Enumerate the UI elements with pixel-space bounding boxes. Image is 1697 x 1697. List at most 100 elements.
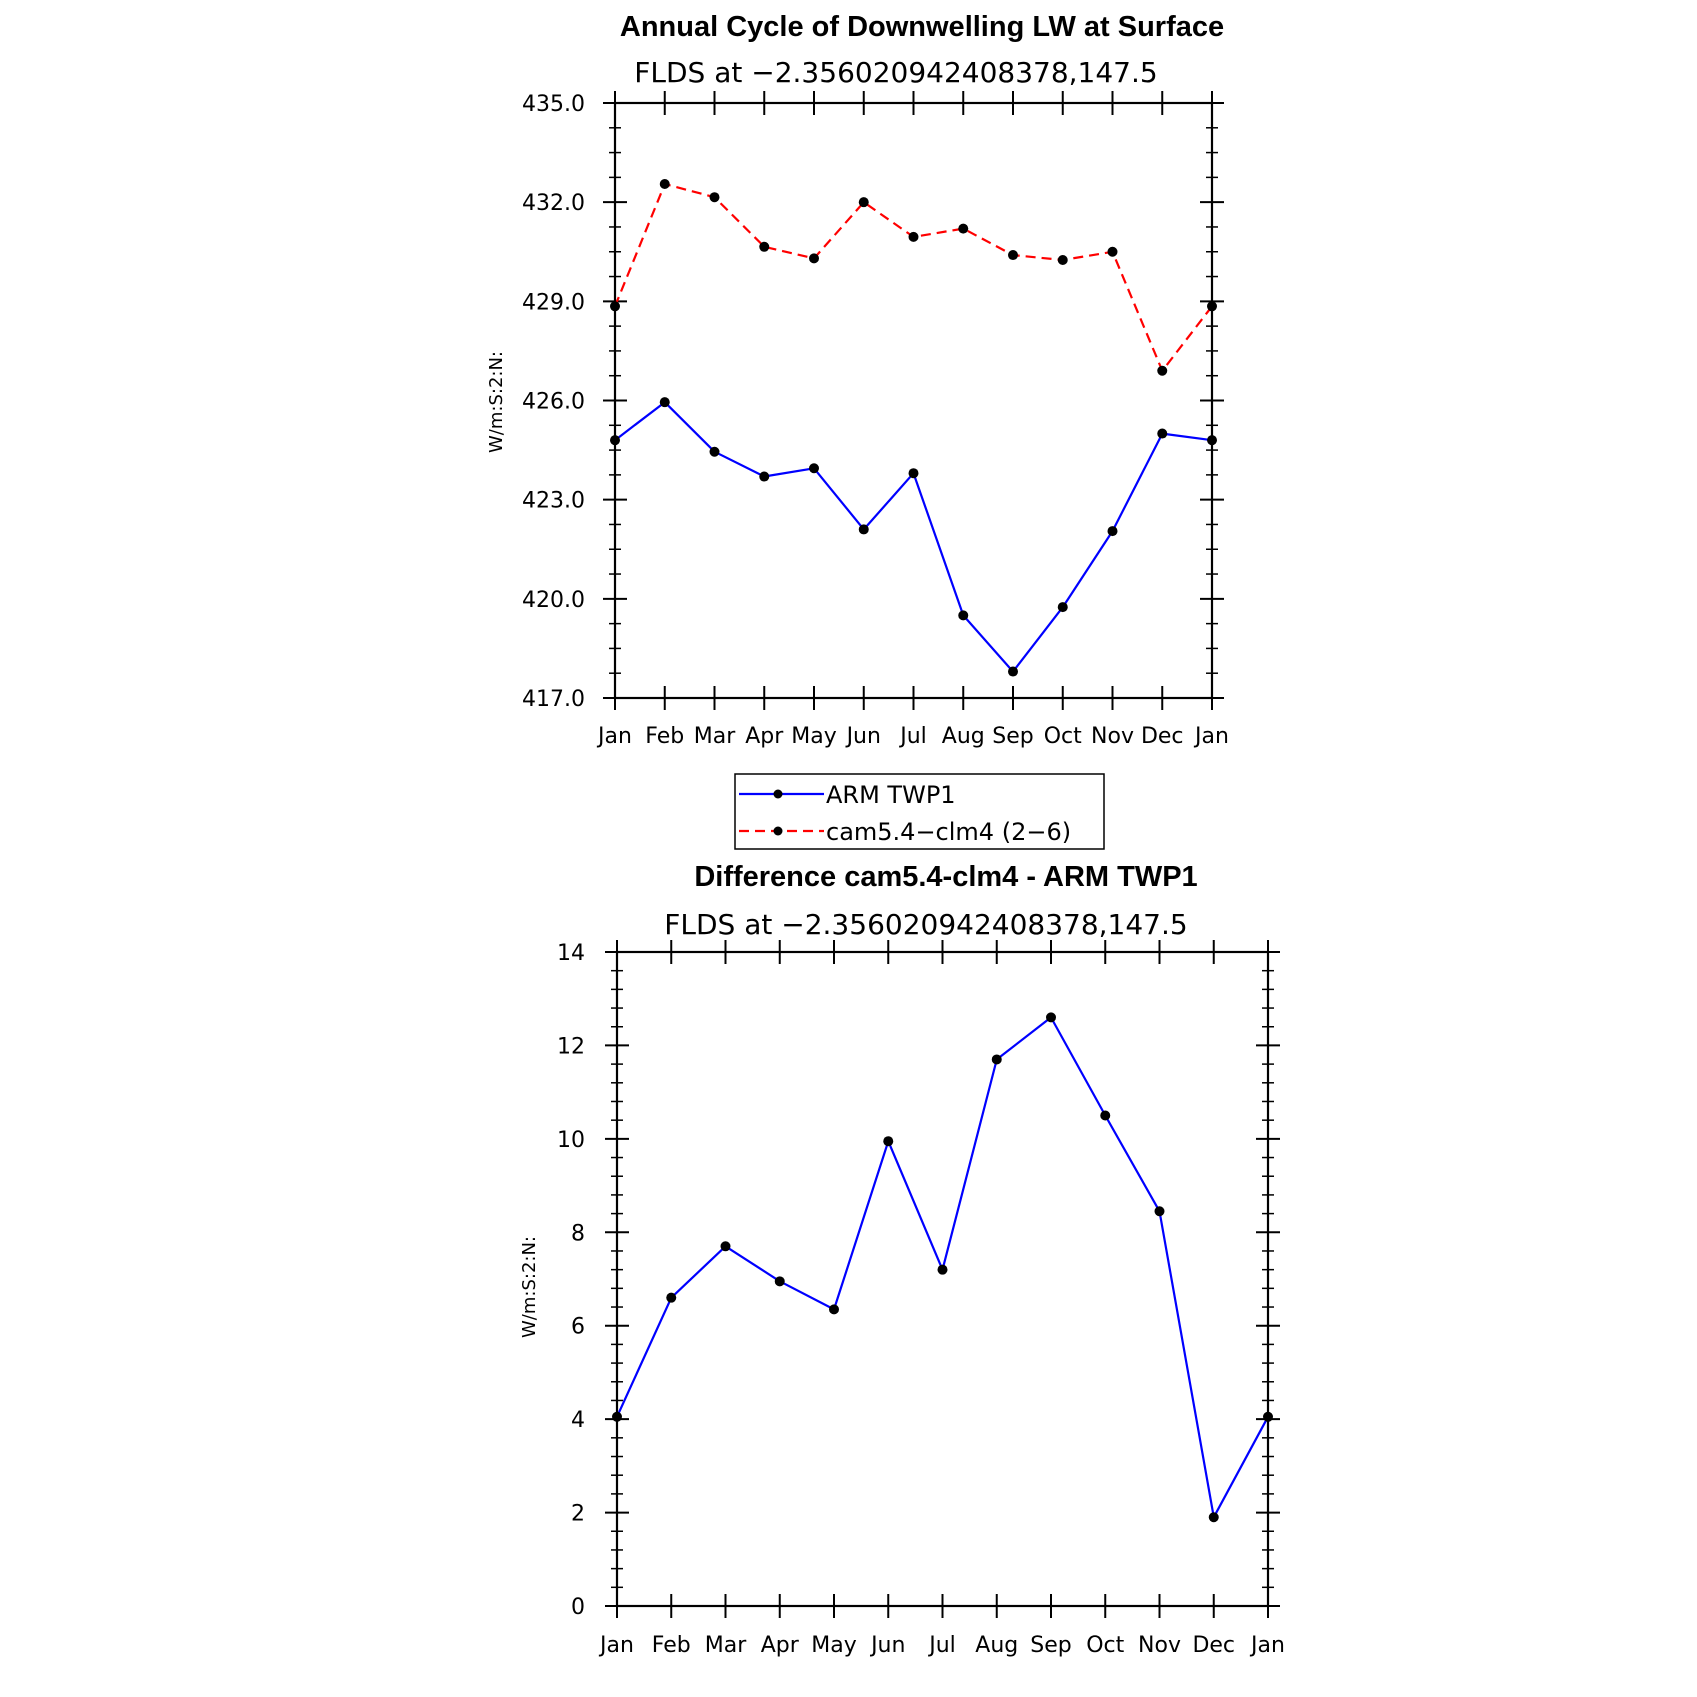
x-tick-label: Feb — [645, 724, 684, 749]
x-tick-label: Mar — [705, 1633, 747, 1658]
axes-frame — [603, 91, 1224, 710]
x-tick-label: May — [791, 724, 836, 749]
legend-label-arm-twp1: ARM TWP1 — [826, 781, 956, 809]
data-point — [809, 463, 819, 474]
data-point — [1107, 526, 1118, 537]
x-tick-label: Mar — [694, 724, 736, 749]
x-tick-label: Apr — [761, 1633, 800, 1658]
y-tick-label: 435.0 — [522, 92, 585, 117]
x-tick-label: Jan — [1249, 1633, 1285, 1658]
y-tick-label: 14 — [557, 941, 585, 966]
data-point — [858, 524, 869, 535]
data-point — [610, 301, 620, 312]
x-tick-label: Feb — [652, 1633, 691, 1658]
data-point — [858, 197, 869, 208]
data-point — [759, 241, 770, 252]
difference-panel: Difference cam5.4-clm4 - ARM TWP1 FLDS a… — [519, 861, 1285, 1658]
x-tick-label: Dec — [1192, 1633, 1235, 1658]
data-point — [1046, 1012, 1056, 1023]
x-tick-labels: Jan Feb Mar Apr May Jun Jul Aug Sep Oct Nov Dec Jan — [596, 724, 1229, 749]
x-tick-label: May — [811, 1633, 856, 1658]
y-tick-label: 2 — [571, 1502, 585, 1527]
axes-frame — [605, 940, 1280, 1618]
y-tick-label: 429.0 — [522, 290, 585, 315]
y-tick-label: 426.0 — [522, 390, 585, 415]
y-tick-label: 423.0 — [522, 489, 585, 514]
y-tick-label: 10 — [557, 1128, 585, 1153]
x-tick-label: Jul — [898, 724, 927, 749]
data-point — [958, 223, 969, 234]
legend: ARM TWP1 cam5.4−clm4 (2−6) — [734, 773, 1105, 850]
data-point — [1057, 255, 1068, 266]
x-tick-label: Nov — [1091, 724, 1134, 749]
data-point — [666, 1292, 677, 1303]
data-point — [659, 178, 670, 189]
data-point — [908, 468, 919, 479]
y-tick-label: 420.0 — [522, 588, 585, 613]
series-layer — [610, 178, 1217, 677]
x-tick-label: Jul — [927, 1633, 956, 1658]
data-point — [1057, 602, 1068, 613]
x-tick-label: Jan — [1193, 724, 1229, 749]
panel-title: Difference cam5.4-clm4 - ARM TWP1 — [694, 861, 1197, 893]
y-tick-labels: 0 2 4 6 8 10 12 14 — [557, 941, 585, 1620]
data-point — [991, 1054, 1002, 1065]
y-tick-label: 432.0 — [522, 191, 585, 216]
legend-marker-cam54 — [773, 826, 783, 836]
data-point — [759, 471, 770, 482]
x-tick-label: Aug — [942, 724, 985, 749]
annual-cycle-panel: Annual Cycle of Downwelling LW at Surfac… — [486, 11, 1229, 749]
x-tick-label: Jun — [869, 1633, 905, 1658]
data-point — [1263, 1411, 1273, 1422]
data-point — [1008, 666, 1018, 677]
data-point — [612, 1411, 622, 1422]
data-point — [720, 1241, 731, 1252]
data-point — [1008, 250, 1018, 261]
y-axis-label: W/m:S:2:N: — [519, 1236, 540, 1338]
y-tick-label: 0 — [571, 1595, 585, 1620]
data-point — [883, 1136, 894, 1147]
legend-marker-arm-twp1 — [773, 789, 783, 799]
x-tick-label: Dec — [1141, 724, 1184, 749]
x-tick-label: Nov — [1138, 1633, 1181, 1658]
data-point — [709, 192, 720, 203]
data-point — [1100, 1110, 1111, 1121]
panel-subtitle: FLDS at −2.356020942408378,147.5 — [664, 908, 1187, 941]
x-tick-labels: Jan Feb Mar Apr May Jun Jul Aug Sep Oct Nov Dec Jan — [598, 1633, 1285, 1658]
x-tick-label: Sep — [992, 724, 1033, 749]
x-tick-label: Jan — [598, 1633, 634, 1658]
x-tick-label: Aug — [975, 1633, 1018, 1658]
data-point — [774, 1276, 785, 1287]
x-tick-label: Oct — [1086, 1633, 1124, 1658]
data-point — [1207, 435, 1217, 446]
data-point — [958, 610, 969, 621]
data-point — [809, 253, 819, 264]
y-tick-label: 417.0 — [522, 687, 585, 712]
legend-box — [734, 773, 1105, 850]
series-layer — [612, 1012, 1273, 1523]
x-tick-label: Jun — [845, 724, 881, 749]
data-point — [709, 446, 720, 457]
y-axis-label: W/m:S:2:N: — [486, 351, 507, 453]
y-tick-label: 6 — [571, 1315, 585, 1340]
panel-subtitle: FLDS at −2.356020942408378,147.5 — [634, 56, 1157, 89]
data-point — [1154, 1206, 1165, 1217]
data-point — [908, 231, 919, 242]
data-point — [610, 435, 620, 446]
data-point — [659, 397, 670, 408]
legend-label-cam54: cam5.4−clm4 (2−6) — [826, 818, 1071, 846]
data-point — [937, 1264, 948, 1275]
data-point — [1207, 301, 1217, 312]
data-point — [1107, 246, 1118, 257]
y-tick-label: 4 — [571, 1408, 585, 1433]
data-point — [1157, 365, 1168, 376]
x-tick-label: Apr — [745, 724, 784, 749]
y-tick-labels: 417.0 420.0 423.0 426.0 429.0 432.0 435.0 — [522, 92, 585, 712]
y-tick-label: 12 — [557, 1034, 585, 1059]
data-point — [829, 1304, 839, 1315]
x-tick-label: Jan — [596, 724, 632, 749]
x-tick-label: Oct — [1044, 724, 1082, 749]
data-point — [1157, 428, 1168, 439]
data-point — [1208, 1512, 1219, 1523]
